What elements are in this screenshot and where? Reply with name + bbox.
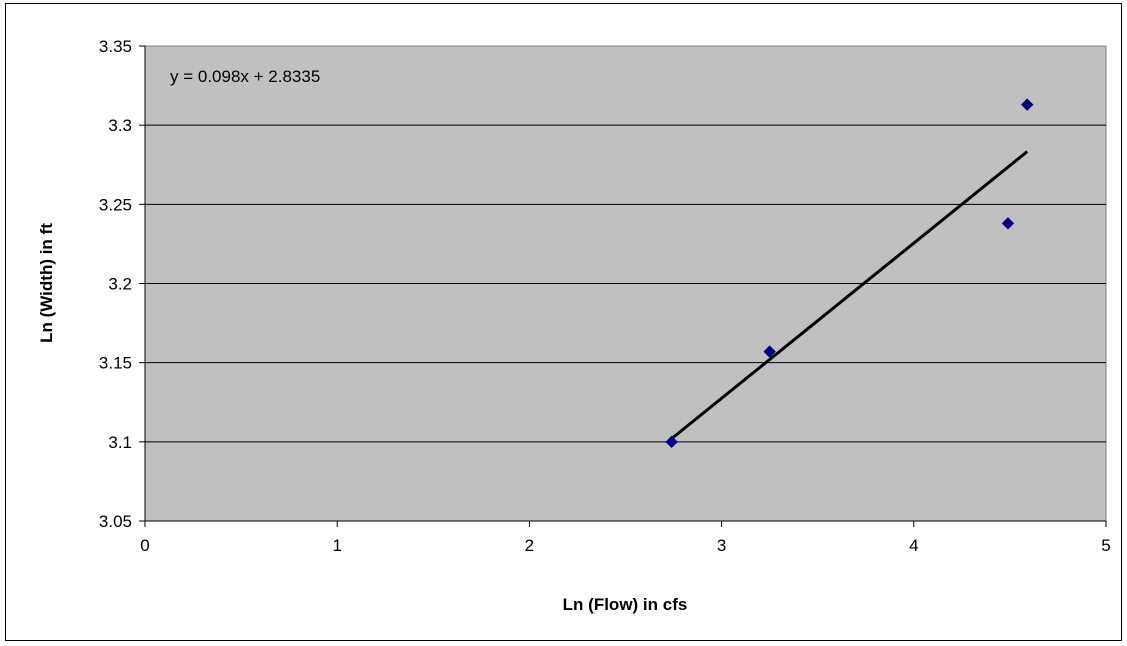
x-tick-label-0: 0 <box>140 536 149 555</box>
data-point-0-3 <box>1020 98 1034 111</box>
y-axis-title: Ln (Width) in ft <box>37 223 56 343</box>
trendline-equation: y = 0.098x + 2.8335 <box>170 67 320 86</box>
x-axis-title: Ln (Flow) in cfs <box>563 595 688 614</box>
data-point-0-1 <box>763 345 776 358</box>
x-tick-label-4: 4 <box>909 536 918 555</box>
x-tick-label-1: 1 <box>332 536 341 555</box>
trendline <box>670 150 1029 440</box>
x-axis-ticks: 0 1 2 3 4 5 <box>140 521 1111 555</box>
y-tick-label-2: 3.15 <box>99 354 132 373</box>
y-tick-label-3: 3.2 <box>108 275 132 294</box>
y-tick-label-0: 3.05 <box>99 512 132 531</box>
data-points <box>665 98 1034 449</box>
x-tick-label-2: 2 <box>525 536 534 555</box>
data-point-0-2 <box>1001 217 1015 230</box>
x-tick-label-3: 3 <box>717 536 726 555</box>
y-tick-label-6: 3.35 <box>99 37 132 56</box>
x-tick-label-5: 5 <box>1101 536 1110 555</box>
data-point-0-0 <box>665 435 678 449</box>
y-tick-label-4: 3.25 <box>99 195 132 214</box>
y-axis-ticks: 3.05 3.1 3.15 3.2 3.25 3.3 3.35 <box>99 37 145 531</box>
trendline-group <box>670 150 1029 440</box>
y-tick-label-5: 3.3 <box>108 116 132 135</box>
grid-lines <box>145 124 1106 443</box>
y-tick-label-1: 3.1 <box>108 433 132 452</box>
